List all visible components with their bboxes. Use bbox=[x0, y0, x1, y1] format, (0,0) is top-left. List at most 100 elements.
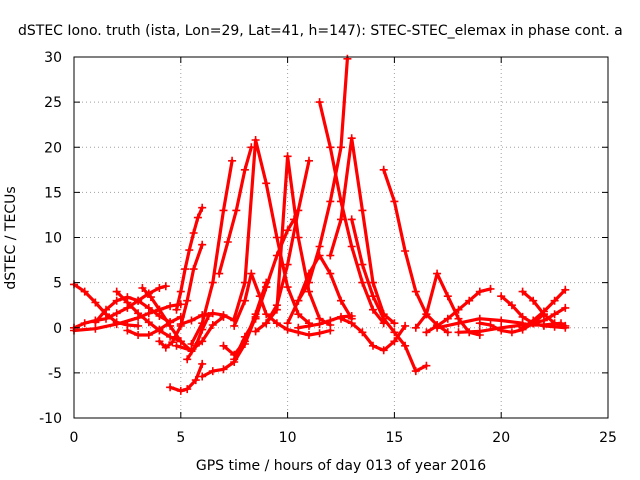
data-point-marker bbox=[475, 287, 484, 296]
data-series bbox=[529, 303, 570, 328]
data-point-marker bbox=[166, 321, 175, 330]
data-point-marker bbox=[240, 296, 249, 305]
series-line bbox=[93, 295, 172, 324]
data-point-marker bbox=[347, 312, 356, 320]
data-point-marker bbox=[283, 260, 292, 269]
data-point-marker bbox=[358, 278, 367, 287]
data-point-marker bbox=[198, 337, 207, 346]
data-point-marker bbox=[208, 309, 217, 318]
data-point-marker bbox=[155, 325, 164, 334]
data-point-marker bbox=[204, 312, 213, 320]
data-point-marker bbox=[411, 323, 420, 332]
data-point-marker bbox=[198, 319, 207, 328]
data-point-marker bbox=[102, 305, 110, 314]
data-point-marker bbox=[422, 310, 431, 319]
data-point-marker bbox=[305, 156, 313, 165]
data-series-group bbox=[70, 54, 570, 395]
data-point-marker bbox=[347, 319, 356, 328]
data-point-marker bbox=[208, 321, 217, 329]
data-point-marker bbox=[315, 242, 324, 251]
data-point-marker bbox=[411, 367, 420, 376]
data-point-marker bbox=[155, 284, 164, 292]
y-tick-label: -10 bbox=[39, 411, 62, 427]
data-point-marker bbox=[486, 321, 495, 329]
series-line bbox=[168, 362, 204, 393]
data-point-marker bbox=[305, 287, 313, 296]
data-point-marker bbox=[123, 298, 132, 307]
data-point-marker bbox=[347, 215, 356, 224]
data-point-marker bbox=[251, 136, 260, 144]
data-point-marker bbox=[219, 341, 228, 350]
data-point-marker bbox=[144, 303, 153, 312]
data-point-marker bbox=[529, 296, 538, 305]
data-point-marker bbox=[315, 320, 324, 329]
data-point-marker bbox=[215, 269, 224, 278]
data-point-marker bbox=[369, 278, 377, 287]
data-point-marker bbox=[155, 337, 164, 346]
data-point-marker bbox=[91, 298, 100, 307]
data-point-marker bbox=[191, 376, 200, 385]
data-point-marker bbox=[219, 365, 228, 374]
data-point-marker bbox=[187, 316, 196, 325]
data-point-marker bbox=[161, 343, 170, 352]
series-line bbox=[296, 57, 349, 303]
data-point-marker bbox=[193, 213, 202, 222]
data-point-marker bbox=[390, 197, 399, 206]
data-series bbox=[294, 54, 352, 305]
data-point-marker bbox=[112, 320, 121, 329]
data-point-marker bbox=[198, 240, 207, 249]
data-point-marker bbox=[390, 337, 399, 346]
data-point-marker bbox=[219, 206, 228, 215]
x-tick-label: 25 bbox=[599, 430, 617, 446]
data-point-marker bbox=[232, 206, 241, 215]
data-point-marker bbox=[454, 305, 463, 314]
data-point-marker bbox=[326, 251, 335, 260]
data-point-marker bbox=[369, 305, 377, 314]
data-point-marker bbox=[181, 265, 190, 274]
data-point-marker bbox=[189, 265, 198, 274]
x-tick-label: 10 bbox=[279, 430, 297, 446]
data-point-marker bbox=[183, 385, 192, 394]
data-series bbox=[230, 269, 335, 339]
data-point-marker bbox=[465, 296, 474, 305]
data-point-marker bbox=[294, 323, 303, 332]
data-point-marker bbox=[161, 282, 170, 291]
chart-title: dSTEC Iono. truth (ista, Lon=29, Lat=41,… bbox=[18, 23, 623, 39]
data-point-marker bbox=[134, 321, 143, 330]
data-point-marker bbox=[347, 242, 356, 251]
data-point-marker bbox=[518, 323, 527, 332]
data-point-marker bbox=[198, 372, 207, 381]
data-point-marker bbox=[401, 247, 410, 255]
data-point-marker bbox=[379, 314, 388, 323]
y-tick-label: 5 bbox=[53, 276, 62, 292]
data-point-marker bbox=[539, 316, 548, 325]
data-point-marker bbox=[443, 292, 452, 301]
data-series bbox=[166, 359, 207, 395]
data-point-marker bbox=[401, 341, 410, 350]
data-point-marker bbox=[191, 341, 200, 350]
data-point-marker bbox=[422, 361, 431, 370]
y-tick-label: 20 bbox=[44, 140, 62, 156]
data-point-marker bbox=[343, 54, 352, 63]
data-point-marker bbox=[433, 323, 442, 332]
data-point-marker bbox=[433, 269, 442, 278]
data-series bbox=[315, 98, 388, 328]
series-line bbox=[350, 217, 428, 373]
data-point-marker bbox=[112, 287, 121, 296]
data-point-marker bbox=[497, 316, 506, 325]
y-axis-title: dSTEC / TECUs bbox=[3, 186, 19, 289]
data-series bbox=[433, 314, 527, 332]
data-point-marker bbox=[134, 309, 143, 318]
x-tick-label: 20 bbox=[492, 430, 510, 446]
data-point-marker bbox=[219, 311, 228, 320]
data-point-marker bbox=[187, 340, 196, 348]
data-point-marker bbox=[518, 287, 527, 296]
data-point-marker bbox=[411, 287, 420, 296]
data-point-marker bbox=[272, 301, 281, 310]
data-point-marker bbox=[369, 341, 377, 350]
series-line bbox=[232, 138, 311, 325]
data-point-marker bbox=[305, 321, 313, 330]
data-point-marker bbox=[337, 296, 345, 305]
data-point-marker bbox=[497, 326, 506, 335]
data-point-marker bbox=[283, 319, 292, 328]
